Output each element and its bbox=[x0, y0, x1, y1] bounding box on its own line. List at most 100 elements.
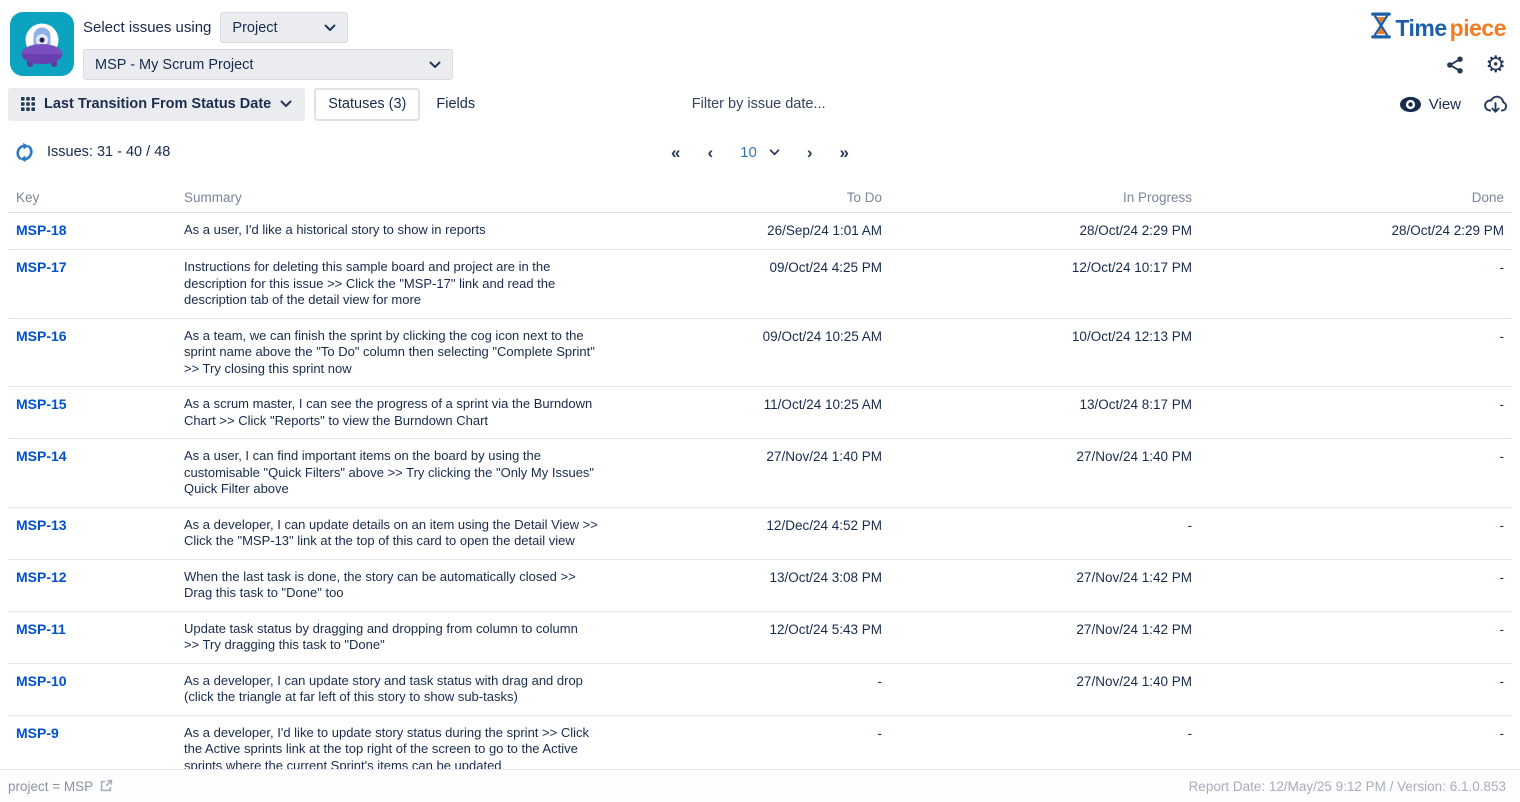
issue-source-value: Project bbox=[232, 19, 278, 36]
issue-key-link[interactable]: MSP-12 bbox=[16, 568, 67, 585]
column-header-done: Done bbox=[1200, 178, 1512, 213]
issue-key-link[interactable]: MSP-11 bbox=[16, 620, 66, 637]
column-header-key: Key bbox=[8, 178, 176, 213]
issue-source-select[interactable]: Project bbox=[220, 12, 349, 43]
table-row: MSP-18 As a user, I'd like a historical … bbox=[8, 212, 1512, 250]
fields-button[interactable]: Fields bbox=[436, 96, 476, 112]
inprogress-date: 28/Oct/24 2:29 PM bbox=[890, 212, 1200, 250]
todo-date: 12/Dec/24 4:52 PM bbox=[640, 507, 890, 560]
first-page-button[interactable]: « bbox=[671, 142, 681, 162]
inprogress-date: 27/Nov/24 1:42 PM bbox=[890, 559, 1200, 612]
issue-summary: As a team, we can finish the sprint by c… bbox=[176, 318, 640, 387]
export-download-icon[interactable] bbox=[1483, 94, 1508, 115]
project-select-value: MSP - My Scrum Project bbox=[95, 56, 254, 73]
gear-icon[interactable]: ⚙ bbox=[1485, 51, 1506, 77]
done-date: - bbox=[1200, 386, 1512, 439]
report-footer: project = MSP Report Date: 12/May/25 9:1… bbox=[0, 769, 1520, 802]
report-type-button[interactable]: Last Transition From Status Date bbox=[8, 87, 306, 121]
done-date: 28/Oct/24 2:29 PM bbox=[1200, 212, 1512, 250]
open-in-jira-icon[interactable] bbox=[99, 779, 113, 793]
todo-date: 09/Oct/24 10:25 AM bbox=[640, 318, 890, 387]
table-row: MSP-12 When the last task is done, the s… bbox=[8, 559, 1512, 612]
issue-summary: As a user, I can find important items on… bbox=[176, 438, 640, 508]
column-header-summary: Summary bbox=[176, 178, 640, 213]
prev-page-button[interactable]: ‹ bbox=[707, 142, 714, 162]
table-row: MSP-16 As a team, we can finish the spri… bbox=[8, 318, 1512, 387]
inprogress-date: 27/Nov/24 1:42 PM bbox=[890, 611, 1200, 664]
table-row: MSP-15 As a scrum master, I can see the … bbox=[8, 386, 1512, 439]
issue-key-link[interactable]: MSP-16 bbox=[16, 327, 67, 344]
done-date: - bbox=[1200, 663, 1512, 716]
logo-text-time: Time bbox=[1395, 14, 1447, 41]
hourglass-icon bbox=[1370, 12, 1392, 44]
app-header: Select issues using Project MSP - My Scr… bbox=[0, 0, 1520, 84]
issue-key-link[interactable]: MSP-15 bbox=[16, 396, 67, 412]
done-date: - bbox=[1200, 559, 1512, 612]
jql-text: project = MSP bbox=[8, 778, 94, 794]
inprogress-date: 10/Oct/24 12:13 PM bbox=[890, 318, 1200, 387]
issue-summary: When the last task is done, the story ca… bbox=[176, 559, 640, 612]
inprogress-date: 13/Oct/24 8:17 PM bbox=[890, 386, 1200, 439]
issue-key-link[interactable]: MSP-17 bbox=[16, 259, 67, 275]
todo-date: 09/Oct/24 4:25 PM bbox=[640, 249, 890, 319]
chevron-down-icon bbox=[280, 100, 292, 108]
last-page-button[interactable]: » bbox=[839, 142, 849, 162]
issue-summary: Instructions for deleting this sample bo… bbox=[176, 249, 640, 319]
chevron-down-icon bbox=[429, 57, 441, 73]
column-header-todo: To Do bbox=[640, 178, 890, 213]
statuses-button[interactable]: Statuses (3) bbox=[314, 87, 421, 121]
inprogress-date: 12/Oct/24 10:17 PM bbox=[890, 249, 1200, 319]
share-icon[interactable] bbox=[1445, 55, 1465, 75]
view-button[interactable]: View bbox=[1399, 96, 1461, 113]
done-date: - bbox=[1200, 438, 1512, 508]
table-header-row: Key Summary To Do In Progress Done bbox=[8, 178, 1512, 213]
todo-date: - bbox=[640, 663, 890, 716]
eye-icon bbox=[1399, 96, 1422, 113]
issues-table-body: MSP-18 As a user, I'd like a historical … bbox=[8, 212, 1512, 784]
report-toolbar: Last Transition From Status Date Statuse… bbox=[0, 84, 1520, 124]
chevron-down-icon bbox=[324, 20, 336, 36]
page-size-value: 10 bbox=[740, 143, 757, 161]
table-row: MSP-17 Instructions for deleting this sa… bbox=[8, 249, 1512, 319]
issue-key-link[interactable]: MSP-14 bbox=[16, 448, 67, 464]
issue-key-link[interactable]: MSP-10 bbox=[16, 672, 67, 689]
timepiece-app-icon bbox=[10, 12, 74, 76]
next-page-button[interactable]: › bbox=[806, 142, 813, 162]
issue-summary: As a developer, I can update details on … bbox=[176, 507, 640, 560]
issue-summary: As a user, I'd like a historical story t… bbox=[176, 212, 640, 250]
grid-icon bbox=[21, 97, 35, 111]
table-row: MSP-13 As a developer, I can update deta… bbox=[8, 507, 1512, 560]
done-date: - bbox=[1200, 318, 1512, 387]
column-header-in-progress: In Progress bbox=[890, 178, 1200, 213]
inprogress-date: - bbox=[890, 507, 1200, 560]
done-date: - bbox=[1200, 611, 1512, 664]
issue-date-filter[interactable]: Filter by issue date... bbox=[691, 96, 826, 112]
issue-key-link[interactable]: MSP-9 bbox=[16, 724, 59, 741]
report-type-label: Last Transition From Status Date bbox=[44, 96, 272, 112]
project-select[interactable]: MSP - My Scrum Project bbox=[83, 49, 453, 80]
logo-text-piece: piece bbox=[1449, 14, 1507, 41]
page-size-select[interactable]: 10 bbox=[740, 144, 780, 161]
issue-summary: As a developer, I can update story and t… bbox=[176, 663, 640, 716]
table-row: MSP-11 Update task status by dragging an… bbox=[8, 611, 1512, 664]
todo-date: 11/Oct/24 10:25 AM bbox=[640, 386, 890, 439]
issue-key-link[interactable]: MSP-13 bbox=[16, 516, 67, 533]
timepiece-logo: Time piece bbox=[1370, 12, 1507, 44]
todo-date: 27/Nov/24 1:40 PM bbox=[640, 438, 890, 508]
view-label: View bbox=[1428, 95, 1461, 113]
todo-date: 13/Oct/24 3:08 PM bbox=[640, 559, 890, 612]
issue-key-link[interactable]: MSP-18 bbox=[16, 222, 67, 238]
todo-date: 12/Oct/24 5:43 PM bbox=[640, 611, 890, 664]
select-issues-label: Select issues using bbox=[83, 19, 212, 36]
pagination: « ‹ 10 › » bbox=[671, 144, 849, 161]
table-row: MSP-10 As a developer, I can update stor… bbox=[8, 663, 1512, 716]
issues-table: Key Summary To Do In Progress Done MSP-1… bbox=[8, 178, 1512, 784]
issues-bar: Issues: 31 - 40 / 48 « ‹ 10 › » bbox=[0, 134, 1520, 170]
issues-count: Issues: 31 - 40 / 48 bbox=[47, 144, 171, 160]
refresh-icon[interactable] bbox=[14, 142, 35, 163]
todo-date: 26/Sep/24 1:01 AM bbox=[640, 212, 890, 250]
issue-summary: As a scrum master, I can see the progres… bbox=[176, 386, 640, 439]
issue-summary: Update task status by dragging and dropp… bbox=[176, 611, 640, 664]
report-date-version: Report Date: 12/May/25 9:12 PM / Version… bbox=[1188, 778, 1506, 794]
chevron-down-icon bbox=[769, 148, 780, 156]
